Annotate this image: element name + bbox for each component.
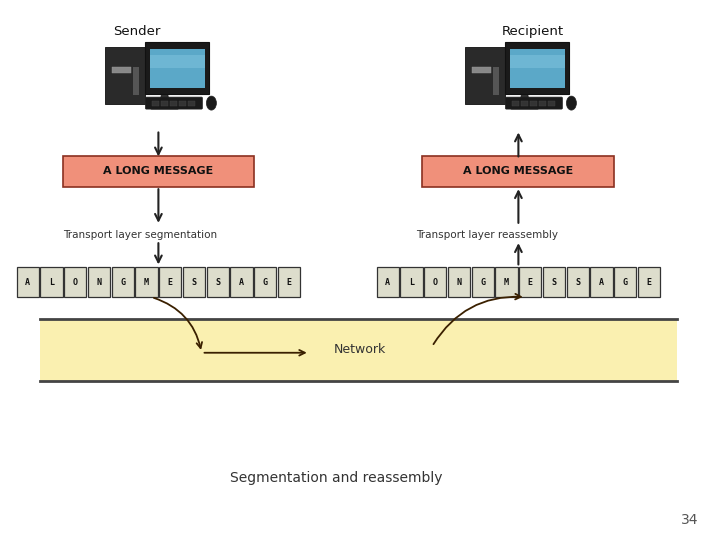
Text: 34: 34	[681, 512, 698, 526]
FancyBboxPatch shape	[207, 267, 229, 298]
FancyBboxPatch shape	[530, 101, 536, 106]
FancyBboxPatch shape	[112, 67, 132, 73]
Text: G: G	[120, 278, 125, 287]
FancyBboxPatch shape	[543, 267, 565, 298]
FancyBboxPatch shape	[590, 267, 613, 298]
FancyBboxPatch shape	[179, 101, 186, 106]
Text: O: O	[73, 278, 78, 287]
FancyBboxPatch shape	[512, 101, 518, 106]
FancyBboxPatch shape	[510, 103, 539, 109]
FancyBboxPatch shape	[254, 267, 276, 298]
FancyBboxPatch shape	[567, 267, 589, 298]
FancyBboxPatch shape	[400, 267, 423, 298]
Text: Network: Network	[334, 343, 386, 356]
FancyArrowPatch shape	[433, 294, 521, 344]
FancyBboxPatch shape	[377, 267, 399, 298]
Text: M: M	[504, 278, 509, 287]
FancyBboxPatch shape	[150, 49, 205, 87]
Polygon shape	[520, 93, 530, 105]
FancyBboxPatch shape	[448, 267, 470, 298]
Text: S: S	[575, 278, 580, 287]
FancyBboxPatch shape	[472, 67, 491, 73]
FancyBboxPatch shape	[492, 67, 499, 96]
Text: G: G	[480, 278, 485, 287]
Text: A LONG MESSAGE: A LONG MESSAGE	[463, 166, 574, 177]
Text: S: S	[215, 278, 220, 287]
FancyBboxPatch shape	[510, 49, 565, 87]
FancyBboxPatch shape	[230, 267, 253, 298]
FancyBboxPatch shape	[465, 47, 505, 104]
Text: Transport layer reassembly: Transport layer reassembly	[416, 230, 558, 240]
FancyBboxPatch shape	[132, 67, 139, 96]
Text: E: E	[647, 278, 652, 287]
FancyBboxPatch shape	[105, 47, 145, 104]
FancyBboxPatch shape	[510, 55, 564, 68]
Text: A: A	[599, 278, 604, 287]
FancyBboxPatch shape	[638, 267, 660, 298]
Text: Sender: Sender	[113, 25, 161, 38]
FancyBboxPatch shape	[278, 267, 300, 298]
Text: A: A	[239, 278, 244, 287]
FancyBboxPatch shape	[150, 103, 179, 109]
FancyBboxPatch shape	[40, 267, 63, 298]
Ellipse shape	[567, 96, 577, 110]
FancyBboxPatch shape	[161, 101, 168, 106]
Text: L: L	[49, 278, 54, 287]
Text: N: N	[96, 278, 102, 287]
FancyBboxPatch shape	[152, 101, 158, 106]
FancyBboxPatch shape	[519, 267, 541, 298]
FancyBboxPatch shape	[183, 267, 205, 298]
Text: Segmentation and reassembly: Segmentation and reassembly	[230, 471, 443, 485]
Text: E: E	[168, 278, 173, 287]
Text: S: S	[192, 278, 197, 287]
FancyBboxPatch shape	[188, 101, 194, 106]
FancyBboxPatch shape	[150, 55, 204, 68]
FancyBboxPatch shape	[495, 267, 518, 298]
FancyBboxPatch shape	[135, 267, 158, 298]
Text: E: E	[287, 278, 292, 287]
Text: G: G	[623, 278, 628, 287]
FancyBboxPatch shape	[472, 267, 494, 298]
FancyBboxPatch shape	[145, 97, 202, 109]
Text: S: S	[552, 278, 557, 287]
FancyBboxPatch shape	[548, 101, 554, 106]
FancyBboxPatch shape	[170, 101, 176, 106]
FancyBboxPatch shape	[505, 97, 562, 109]
FancyBboxPatch shape	[145, 42, 210, 94]
FancyArrowPatch shape	[154, 298, 202, 348]
Text: N: N	[456, 278, 462, 287]
Text: A LONG MESSAGE: A LONG MESSAGE	[103, 166, 214, 177]
Text: A: A	[385, 278, 390, 287]
FancyBboxPatch shape	[159, 267, 181, 298]
FancyBboxPatch shape	[63, 156, 254, 187]
FancyBboxPatch shape	[17, 267, 39, 298]
FancyBboxPatch shape	[521, 101, 528, 106]
Text: L: L	[409, 278, 414, 287]
Text: G: G	[263, 278, 268, 287]
Text: M: M	[144, 278, 149, 287]
Text: E: E	[528, 278, 533, 287]
FancyBboxPatch shape	[40, 319, 677, 381]
Text: O: O	[433, 278, 438, 287]
Ellipse shape	[207, 96, 217, 110]
FancyBboxPatch shape	[614, 267, 636, 298]
FancyBboxPatch shape	[64, 267, 86, 298]
FancyBboxPatch shape	[423, 156, 614, 187]
Text: Transport layer segmentation: Transport layer segmentation	[63, 230, 217, 240]
FancyBboxPatch shape	[539, 101, 546, 106]
Polygon shape	[160, 93, 170, 105]
FancyBboxPatch shape	[88, 267, 110, 298]
FancyBboxPatch shape	[505, 42, 570, 94]
Text: A: A	[25, 278, 30, 287]
Text: Recipient: Recipient	[502, 25, 564, 38]
FancyBboxPatch shape	[424, 267, 446, 298]
FancyBboxPatch shape	[112, 267, 134, 298]
